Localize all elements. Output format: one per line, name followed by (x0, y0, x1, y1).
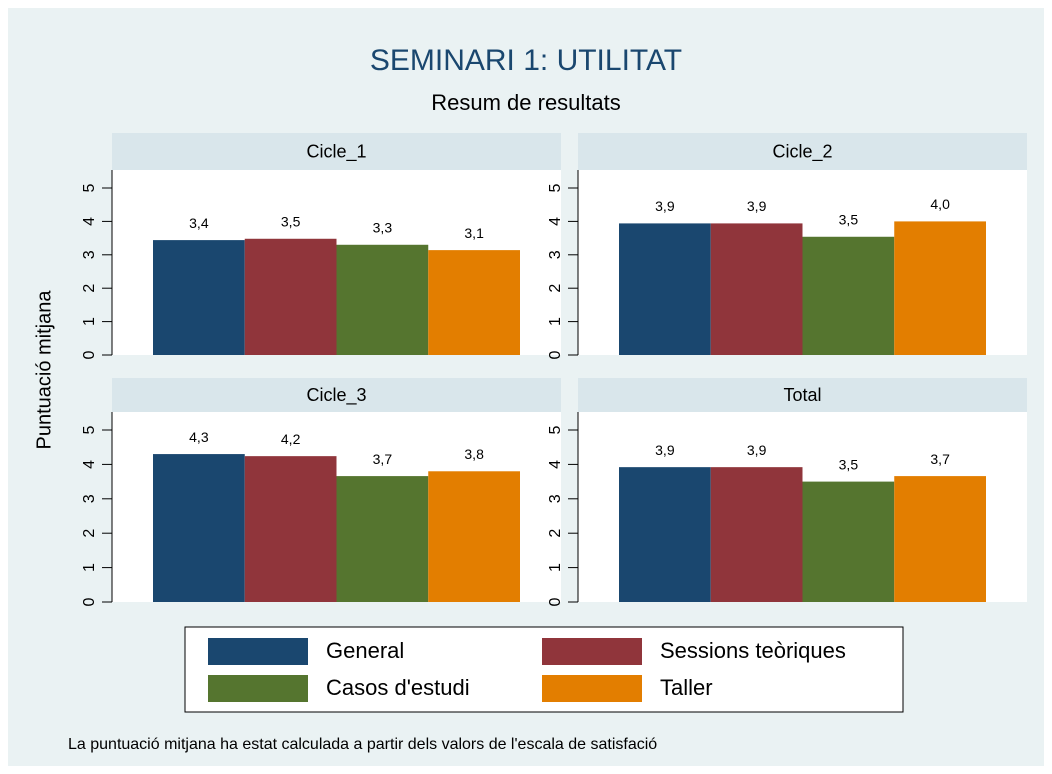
value-label: 3,9 (655, 442, 675, 458)
y-tick-label: 3 (547, 494, 564, 503)
bar (619, 223, 711, 355)
y-tick-label: 1 (81, 563, 98, 572)
y-tick-label: 3 (81, 250, 98, 259)
panel-title: Cicle_3 (306, 385, 366, 406)
value-label: 3,5 (281, 213, 301, 229)
y-tick-label: 1 (547, 317, 564, 326)
y-tick-label: 2 (547, 284, 564, 293)
value-label: 3,9 (747, 198, 767, 214)
bar (244, 238, 337, 355)
legend-swatch (208, 675, 308, 702)
value-label: 3,4 (189, 215, 209, 231)
legend-swatch (208, 638, 308, 665)
y-tick-label: 0 (547, 350, 564, 359)
y-tick-label: 2 (81, 284, 98, 293)
legend-swatch (542, 638, 642, 665)
value-label: 3,7 (930, 451, 950, 467)
bar (153, 240, 245, 355)
panel-title: Total (783, 385, 821, 405)
value-label: 3,1 (464, 225, 484, 241)
panel-header (112, 133, 561, 170)
bar (710, 223, 803, 355)
value-label: 4,3 (189, 429, 209, 445)
bar (336, 476, 429, 602)
y-tick-label: 1 (81, 317, 98, 326)
y-tick-label: 0 (81, 350, 98, 359)
panel-title: Cicle_1 (306, 141, 366, 162)
y-tick-label: 1 (547, 563, 564, 572)
y-tick-label: 4 (81, 217, 98, 226)
panel-header (578, 378, 1027, 412)
legend-label: General (326, 638, 404, 663)
bar (710, 467, 803, 602)
y-tick-label: 2 (81, 529, 98, 538)
panel-header (112, 378, 561, 412)
bar (802, 236, 895, 355)
value-label: 3,7 (373, 451, 393, 467)
y-axis-label: Puntuació mitjana (33, 290, 55, 450)
value-label: 3,3 (373, 219, 393, 235)
legend-label: Taller (660, 675, 713, 700)
bar (336, 244, 429, 355)
bar (244, 456, 337, 602)
y-tick-label: 5 (81, 425, 98, 434)
bar (894, 221, 986, 355)
y-tick-label: 0 (81, 597, 98, 606)
bar (802, 481, 895, 602)
y-tick-label: 5 (547, 425, 564, 434)
value-label: 3,5 (839, 456, 859, 472)
y-tick-label: 5 (81, 183, 98, 192)
value-label: 4,0 (930, 196, 950, 212)
y-tick-label: 0 (547, 597, 564, 606)
bar (428, 250, 520, 355)
y-tick-label: 2 (547, 529, 564, 538)
chart-title: SEMINARI 1: UTILITAT (370, 44, 682, 77)
value-label: 3,8 (464, 446, 484, 462)
value-label: 4,2 (281, 431, 301, 447)
panel-title: Cicle_2 (772, 141, 832, 162)
value-label: 3,9 (747, 442, 767, 458)
y-tick-label: 4 (547, 460, 564, 469)
y-tick-label: 3 (547, 250, 564, 259)
value-label: 3,5 (839, 211, 859, 227)
chart-subtitle: Resum de resultats (431, 90, 621, 115)
legend-swatch (542, 675, 642, 702)
y-tick-label: 3 (81, 494, 98, 503)
bar (619, 467, 711, 602)
legend-label: Sessions teòriques (660, 638, 846, 663)
bar (428, 471, 520, 602)
bar (153, 454, 245, 602)
y-tick-label: 5 (547, 183, 564, 192)
value-label: 3,9 (655, 198, 675, 214)
note: La puntuació mitjana ha estat calculada … (68, 736, 657, 753)
panel-header (578, 133, 1027, 170)
y-tick-label: 4 (81, 460, 98, 469)
bar (894, 476, 986, 602)
legend-label: Casos d'estudi (326, 675, 470, 700)
y-tick-label: 4 (547, 217, 564, 226)
